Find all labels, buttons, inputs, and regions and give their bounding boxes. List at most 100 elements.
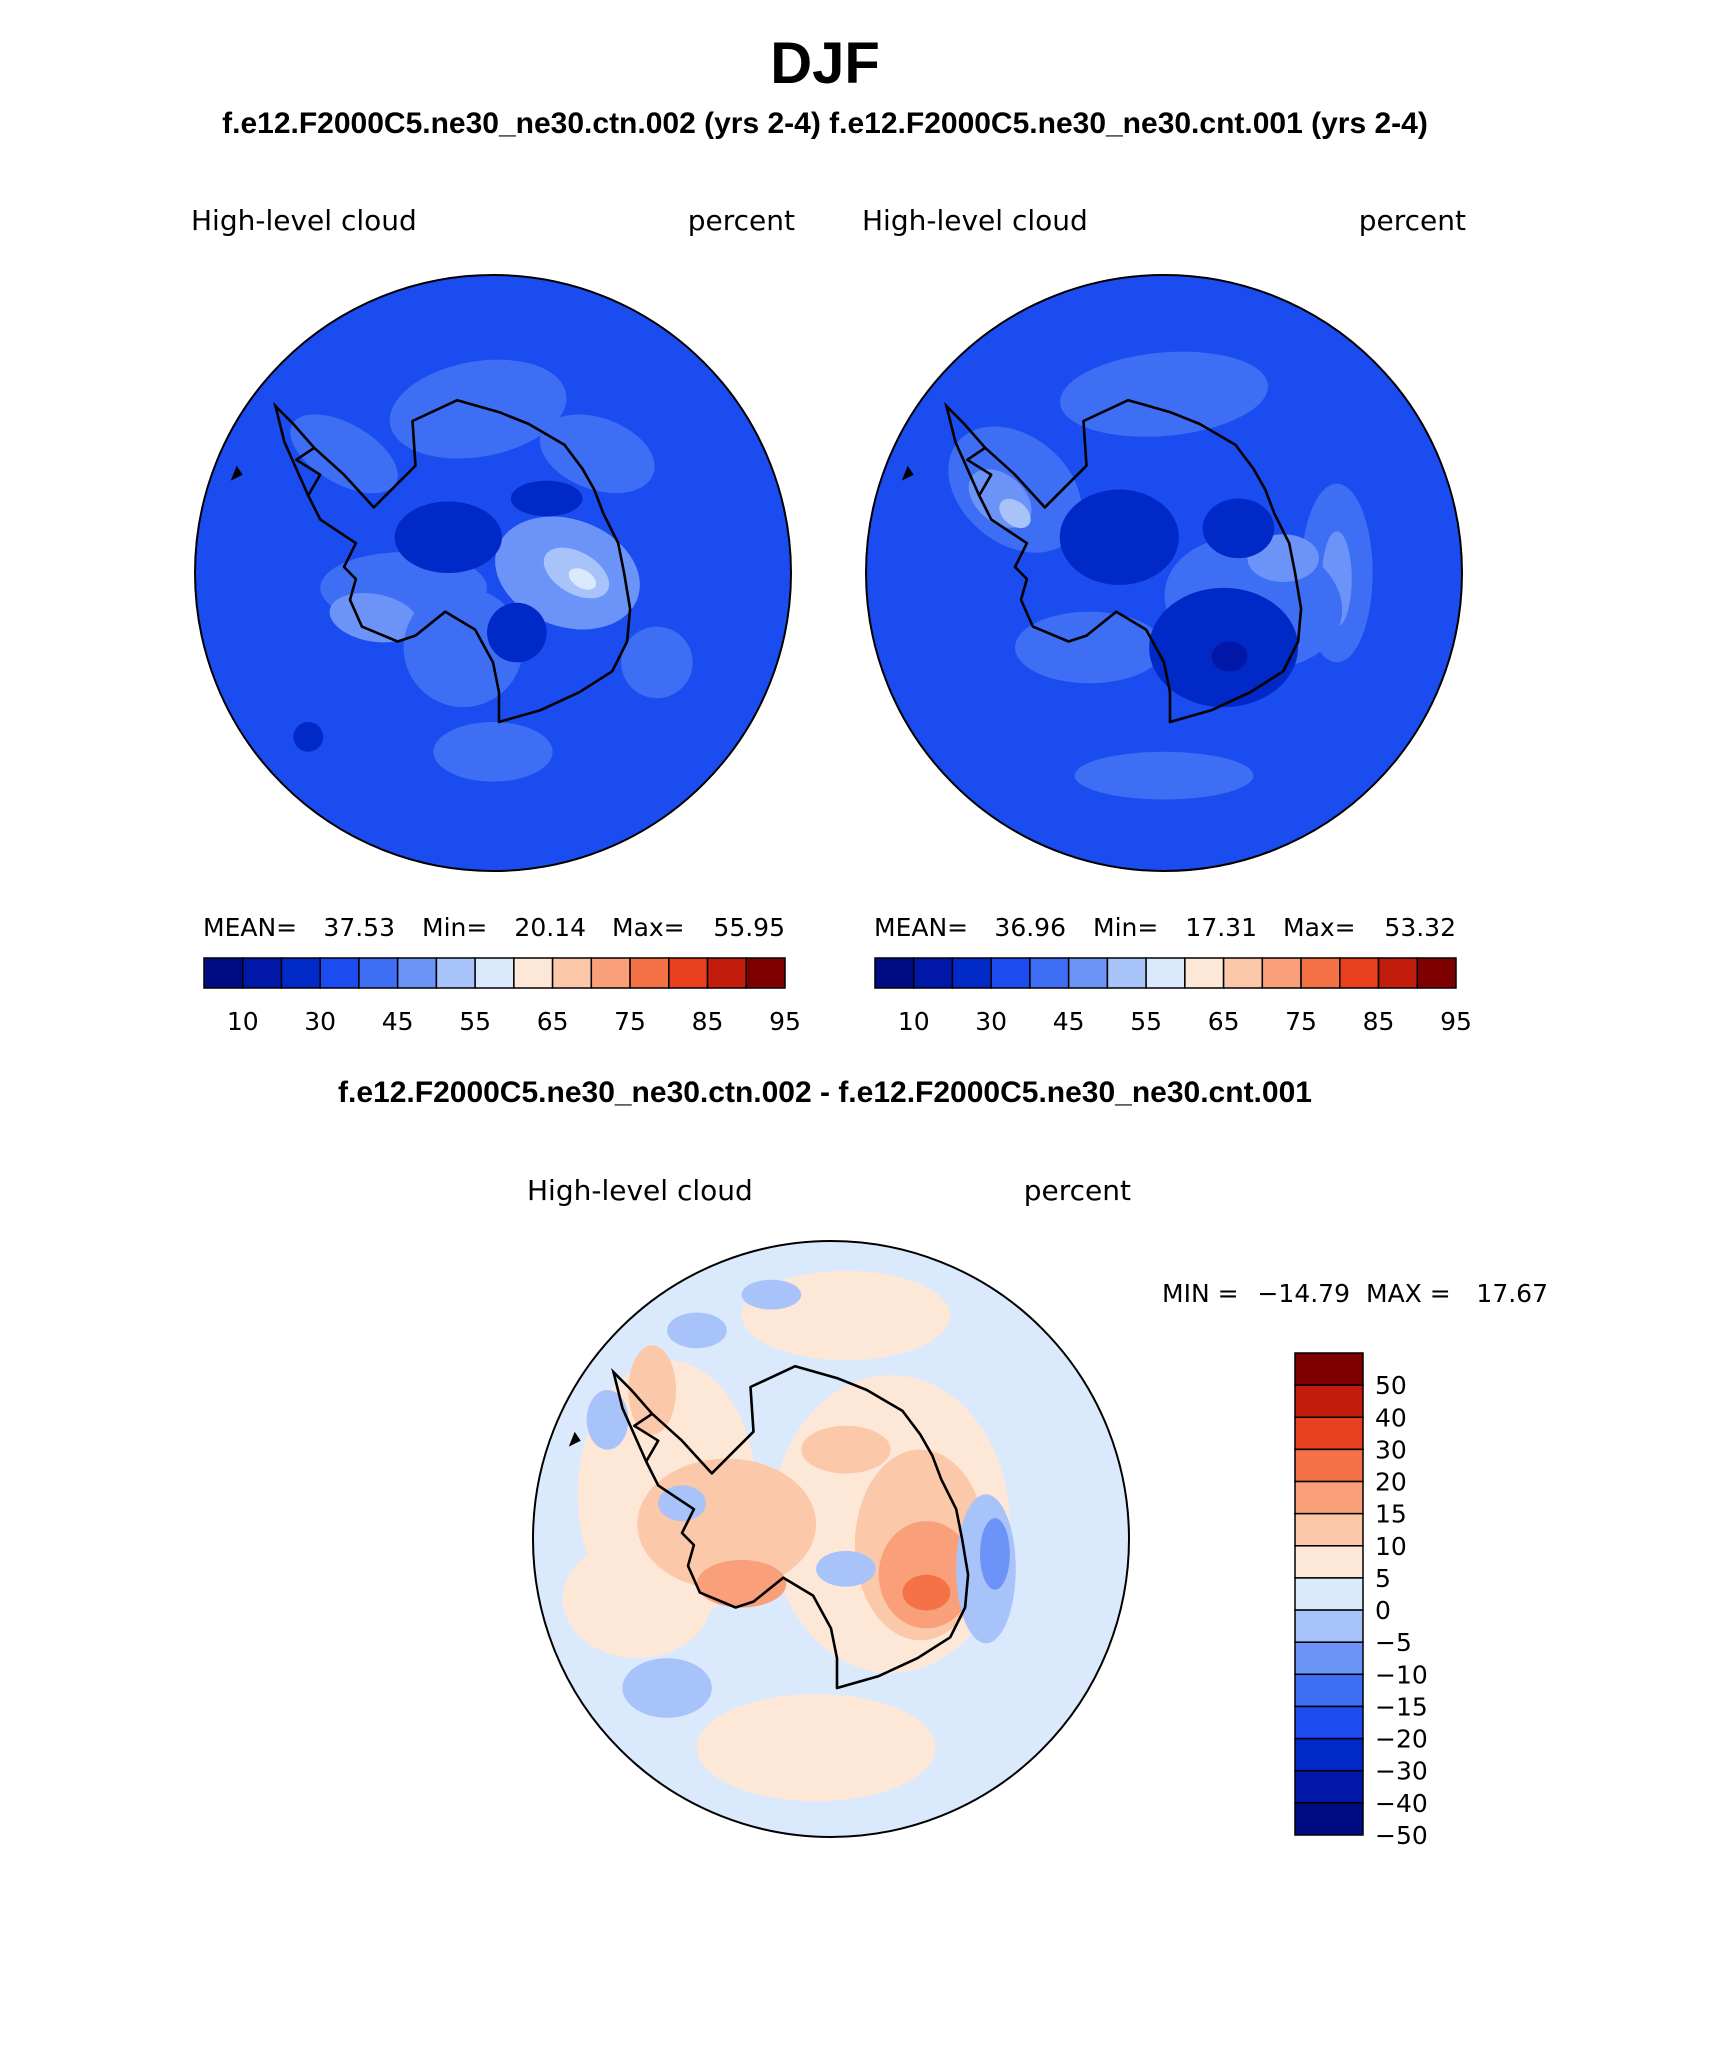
field-contour bbox=[696, 1559, 787, 1608]
min-value: 17.31 bbox=[1185, 913, 1257, 942]
max-label: Max= bbox=[1283, 913, 1356, 942]
colorbar-swatch bbox=[629, 957, 670, 989]
colorbar-tick-label: 10 bbox=[1375, 1532, 1407, 1561]
colorbar-tick-label: −20 bbox=[1375, 1725, 1428, 1754]
colorbar-swatch bbox=[280, 957, 321, 989]
field bbox=[533, 1241, 1129, 1837]
field-base bbox=[866, 275, 1462, 871]
colorbar-swatch bbox=[1294, 1448, 1364, 1483]
field-contour bbox=[816, 1550, 876, 1587]
colorbar-swatch bbox=[1106, 957, 1147, 989]
min-label: MIN = bbox=[1162, 1279, 1239, 1308]
mean-label: MEAN= bbox=[203, 913, 297, 942]
colorbar-swatch bbox=[1261, 957, 1302, 989]
colorbar-swatch bbox=[474, 957, 515, 989]
colorbar-tick-label: −15 bbox=[1375, 1692, 1428, 1721]
colorbar-swatch bbox=[951, 957, 992, 989]
colorbar-tick-label: −50 bbox=[1375, 1821, 1428, 1850]
colorbar-swatch bbox=[1294, 1737, 1364, 1772]
max-value: 17.67 bbox=[1476, 1279, 1548, 1308]
colorbar-tick-label: 45 bbox=[382, 1007, 414, 1036]
field-contour bbox=[878, 1521, 975, 1629]
field-contour bbox=[539, 414, 655, 494]
field-contour bbox=[622, 1658, 712, 1718]
colorbar-tick-label: 45 bbox=[1053, 1007, 1085, 1036]
field-contour bbox=[487, 602, 547, 663]
colorbar-swatch bbox=[1294, 1673, 1364, 1708]
field bbox=[195, 275, 791, 871]
island-coastline bbox=[568, 1431, 581, 1447]
map-boundary bbox=[194, 274, 792, 872]
colorbar-swatch bbox=[1222, 957, 1264, 989]
colorbar-tick-label: 95 bbox=[769, 1007, 801, 1036]
colorbar-swatch bbox=[1294, 1705, 1364, 1740]
colorbar-swatch bbox=[241, 957, 283, 989]
field-contour bbox=[980, 1518, 1010, 1590]
colorbar-tick-label: 40 bbox=[1375, 1403, 1407, 1432]
min-label: Min= bbox=[1093, 913, 1158, 942]
colorbar-swatch bbox=[874, 957, 915, 989]
colorbar-swatch bbox=[1294, 1416, 1364, 1451]
min-value: −14.79 bbox=[1257, 1279, 1350, 1308]
colorbar-swatch bbox=[1294, 1609, 1364, 1643]
max-label: MAX = bbox=[1366, 1279, 1451, 1308]
stats-line: MEAN= 37.53 Min= 20.14 Max= 55.95 bbox=[203, 913, 785, 942]
difference-title: f.e12.F2000C5.ne30_ne30.ctn.002 - f.e12.… bbox=[338, 1076, 1312, 1109]
mean-label: MEAN= bbox=[874, 913, 968, 942]
colorbar: 10 30 45 55 65 75 85 95 bbox=[203, 957, 801, 1036]
variable-label: High-level cloud bbox=[862, 204, 1088, 237]
field-contour bbox=[433, 722, 553, 782]
island-coastline bbox=[901, 465, 914, 481]
field-contour bbox=[510, 480, 583, 517]
field-contour bbox=[999, 498, 1031, 529]
field-contour bbox=[1015, 611, 1164, 684]
field-contour bbox=[628, 1345, 677, 1435]
colorbar-swatch bbox=[1294, 1802, 1364, 1836]
peninsula-coastline bbox=[273, 401, 316, 497]
minmax-line: MIN = −14.79 MAX = 17.67 bbox=[1162, 1279, 1548, 1308]
colorbar-tick-label: 85 bbox=[1363, 1007, 1395, 1036]
mean-value: 37.53 bbox=[323, 913, 395, 942]
colorbar-swatch bbox=[706, 957, 748, 989]
colorbar-swatch bbox=[745, 957, 786, 989]
colorbar-swatch bbox=[1294, 1545, 1364, 1579]
field-contour bbox=[801, 1425, 891, 1474]
colorbar-swatch bbox=[203, 957, 244, 989]
colorbar-tick-label: 10 bbox=[898, 1007, 930, 1036]
field-contour bbox=[741, 1279, 802, 1310]
units-label: percent bbox=[1359, 204, 1466, 237]
colorbar-swatch bbox=[1184, 957, 1225, 989]
colorbar-tick-label: 65 bbox=[537, 1007, 569, 1036]
field-contour bbox=[290, 414, 398, 494]
field bbox=[866, 275, 1462, 871]
colorbar-tick-label: 65 bbox=[1208, 1007, 1240, 1036]
map-boundary bbox=[532, 1240, 1130, 1838]
colorbar-swatch bbox=[1294, 1480, 1364, 1515]
colorbar-tick-label: 15 bbox=[1375, 1500, 1407, 1529]
colorbar-tick-label: 75 bbox=[1285, 1007, 1317, 1036]
figure-subtitle: f.e12.F2000C5.ne30_ne30.ctn.002 (yrs 2-4… bbox=[222, 107, 1428, 140]
min-value: 20.14 bbox=[514, 913, 586, 942]
colorbar-tick-label: 30 bbox=[975, 1007, 1007, 1036]
peninsula-coastline bbox=[944, 401, 987, 497]
field-contour bbox=[568, 568, 597, 590]
field-contour bbox=[389, 359, 567, 459]
polar-map bbox=[532, 1240, 1130, 1838]
colorbar-swatch bbox=[912, 957, 954, 989]
colorbar-tick-label: 0 bbox=[1375, 1596, 1391, 1625]
colorbar-swatch bbox=[435, 957, 476, 989]
antarctica-coastline bbox=[294, 398, 632, 724]
field-contour bbox=[696, 1693, 936, 1802]
colorbar-swatch bbox=[1145, 957, 1186, 989]
max-label: Max= bbox=[612, 913, 685, 942]
peninsula-coastline bbox=[611, 1367, 654, 1463]
colorbar-tick-label: 10 bbox=[227, 1007, 259, 1036]
field-contour bbox=[394, 501, 502, 573]
colorbar-tick-label: 95 bbox=[1440, 1007, 1472, 1036]
colorbar-swatch bbox=[1294, 1384, 1364, 1419]
colorbar-tick-label: −40 bbox=[1375, 1789, 1428, 1818]
field-contour bbox=[293, 722, 324, 752]
